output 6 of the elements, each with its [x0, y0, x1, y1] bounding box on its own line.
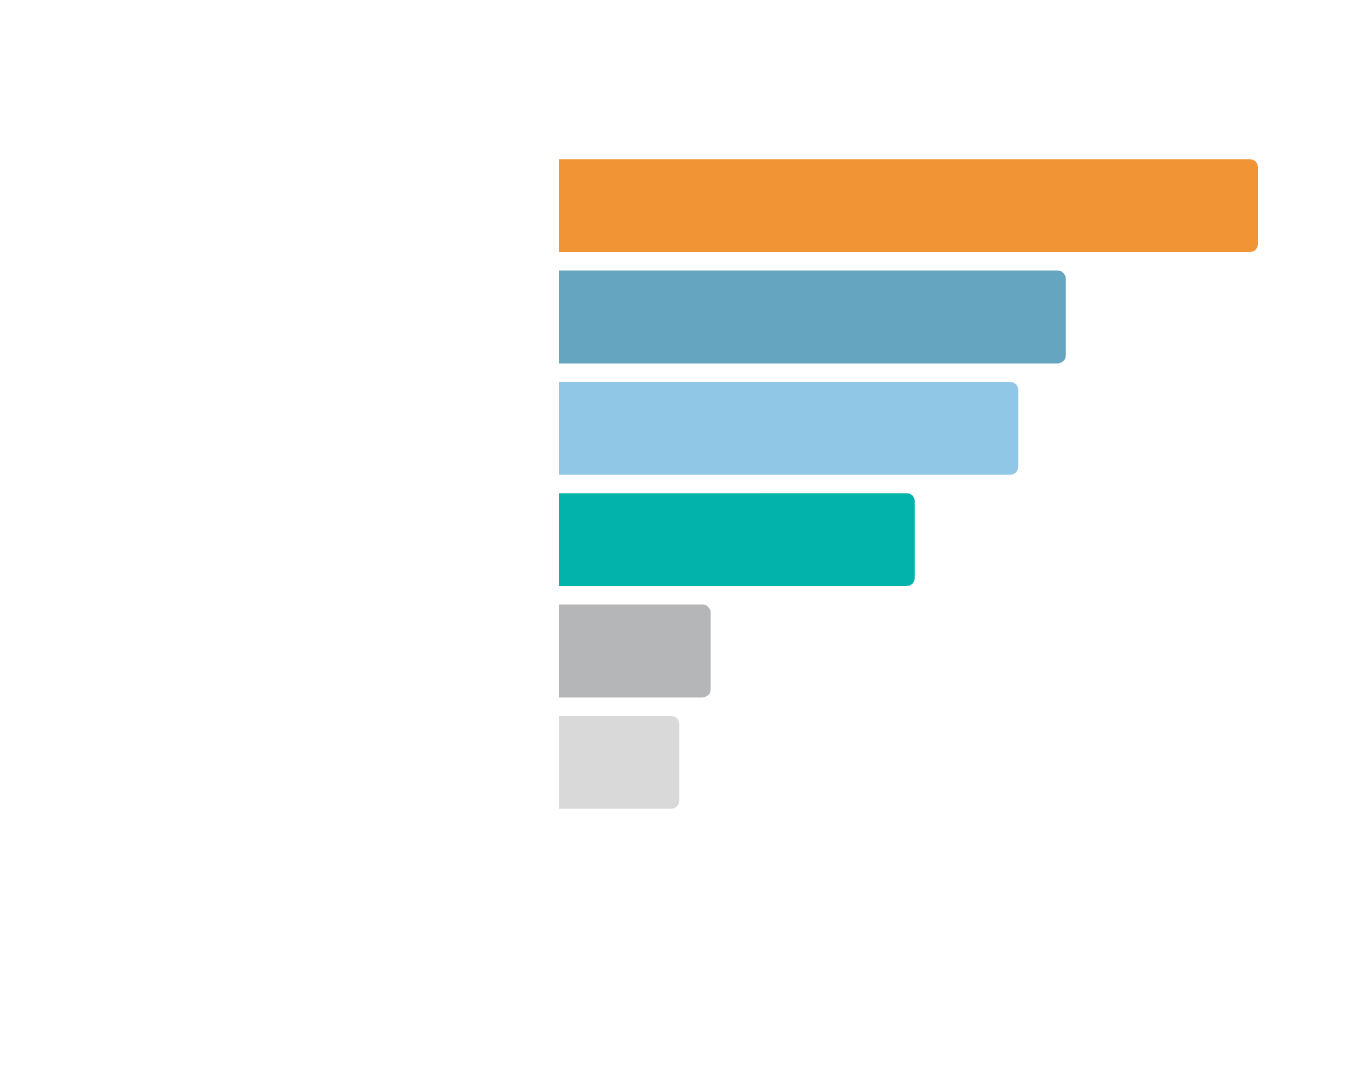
- bar: [559, 604, 711, 698]
- bar: [559, 493, 915, 587]
- bar: [559, 715, 680, 809]
- bar: [559, 381, 1019, 475]
- bar: [559, 270, 1066, 364]
- bar: [559, 159, 1258, 253]
